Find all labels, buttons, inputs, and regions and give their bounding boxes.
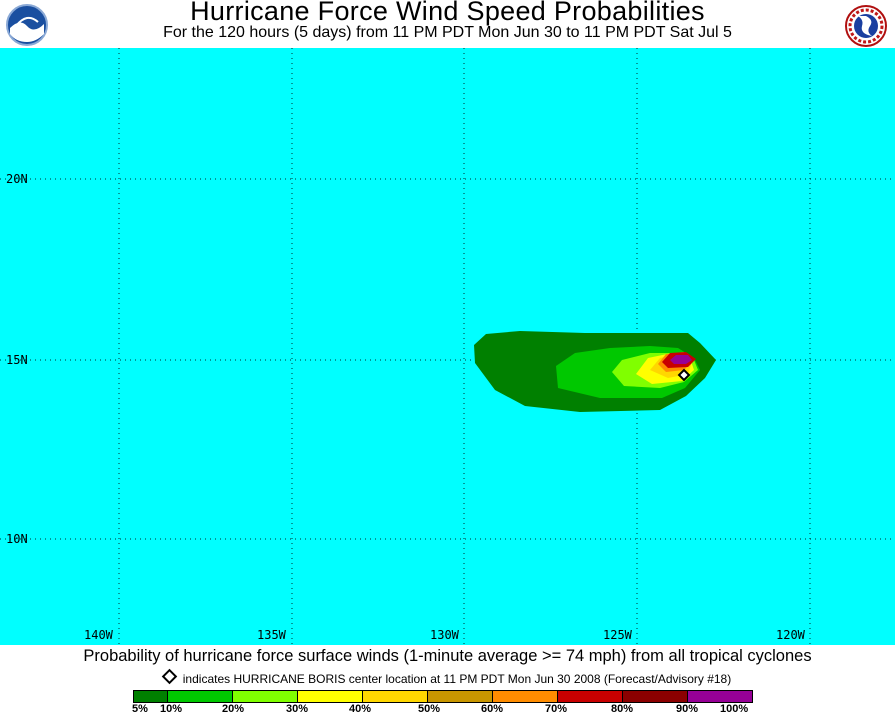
legend-swatch <box>558 691 623 702</box>
legend-swatch <box>493 691 558 702</box>
storm-center-note-text: indicates HURRICANE BORIS center locatio… <box>182 672 732 686</box>
latitude-label-20n: 20N <box>6 172 28 186</box>
longitude-label-130w: 130W <box>430 628 459 642</box>
legend-swatch <box>298 691 363 702</box>
legend-swatch <box>623 691 688 702</box>
diamond-marker-icon <box>677 368 691 382</box>
legend-swatch <box>688 691 752 702</box>
latitude-label-15n: 15N <box>6 353 28 367</box>
page-subtitle: For the 120 hours (5 days) from 11 PM PD… <box>163 24 732 41</box>
legend-swatch <box>134 691 168 702</box>
diamond-key-icon <box>161 668 178 685</box>
longitude-label-140w: 140W <box>84 628 113 642</box>
legend-tick: 80% <box>611 703 634 715</box>
probability-legend <box>133 690 753 703</box>
legend-tick: 60% <box>481 703 504 715</box>
legend-swatch <box>233 691 298 702</box>
storm-center-note: indicates HURRICANE BORIS center locatio… <box>0 668 895 686</box>
noaa-logo <box>6 4 48 46</box>
legend-tick: 70% <box>545 703 568 715</box>
legend-tick: 100% <box>720 703 749 715</box>
legend-tick: 90% <box>676 703 699 715</box>
legend-swatch <box>363 691 428 702</box>
longitude-label-125w: 125W <box>603 628 632 642</box>
longitude-label-120w: 120W <box>776 628 805 642</box>
legend-swatch <box>168 691 233 702</box>
header: Hurricane Force Wind Speed Probabilities… <box>0 0 895 48</box>
probability-map: 20N 15N 10N 140W 135W 130W 125W 120W <box>0 48 895 645</box>
legend-tick: 5% <box>132 703 148 715</box>
longitude-label-135w: 135W <box>257 628 286 642</box>
legend-tick: 30% <box>286 703 309 715</box>
probability-contours <box>474 331 716 412</box>
footer: Probability of hurricane force surface w… <box>0 645 895 716</box>
nws-logo <box>844 4 888 48</box>
latitude-label-10n: 10N <box>6 532 28 546</box>
gridlines <box>0 48 895 645</box>
legend-tick: 40% <box>349 703 372 715</box>
legend-swatch <box>428 691 493 702</box>
page-title: Hurricane Force Wind Speed Probabilities <box>190 0 705 26</box>
legend-tick: 50% <box>418 703 441 715</box>
legend-tick: 20% <box>222 703 245 715</box>
legend-tick: 10% <box>160 703 183 715</box>
map-caption: Probability of hurricane force surface w… <box>83 647 812 665</box>
